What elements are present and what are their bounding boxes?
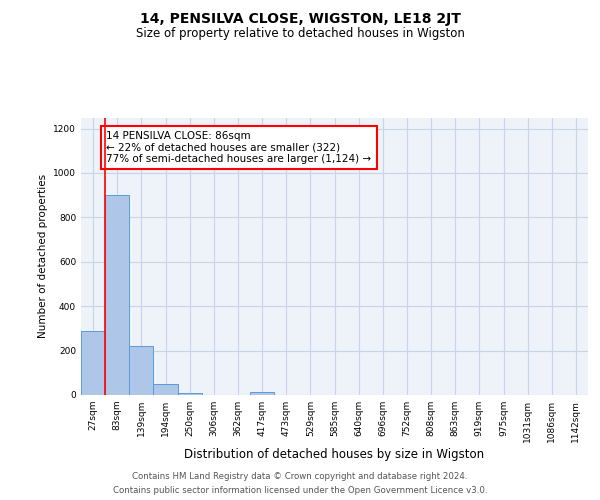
Bar (81, 330, 105, 395)
Bar (250, 392, 274, 395)
Text: 14 PENSILVA CLOSE: 86sqm
← 22% of detached houses are smaller (322)
77% of semi-: 14 PENSILVA CLOSE: 86sqm ← 22% of detach… (106, 131, 371, 164)
Text: 14, PENSILVA CLOSE, WIGSTON, LE18 2JT: 14, PENSILVA CLOSE, WIGSTON, LE18 2JT (140, 12, 460, 26)
Text: Size of property relative to detached houses in Wigston: Size of property relative to detached ho… (136, 28, 464, 40)
X-axis label: Distribution of detached houses by size in Wigston: Distribution of detached houses by size … (184, 448, 485, 460)
Text: Contains HM Land Registry data © Crown copyright and database right 2024.: Contains HM Land Registry data © Crown c… (132, 472, 468, 481)
Bar (154, 384, 178, 395)
Bar (105, 195, 129, 395)
Y-axis label: Number of detached properties: Number of detached properties (38, 174, 47, 338)
Bar (178, 393, 202, 395)
Bar (129, 346, 154, 395)
Text: Contains public sector information licensed under the Open Government Licence v3: Contains public sector information licen… (113, 486, 487, 495)
